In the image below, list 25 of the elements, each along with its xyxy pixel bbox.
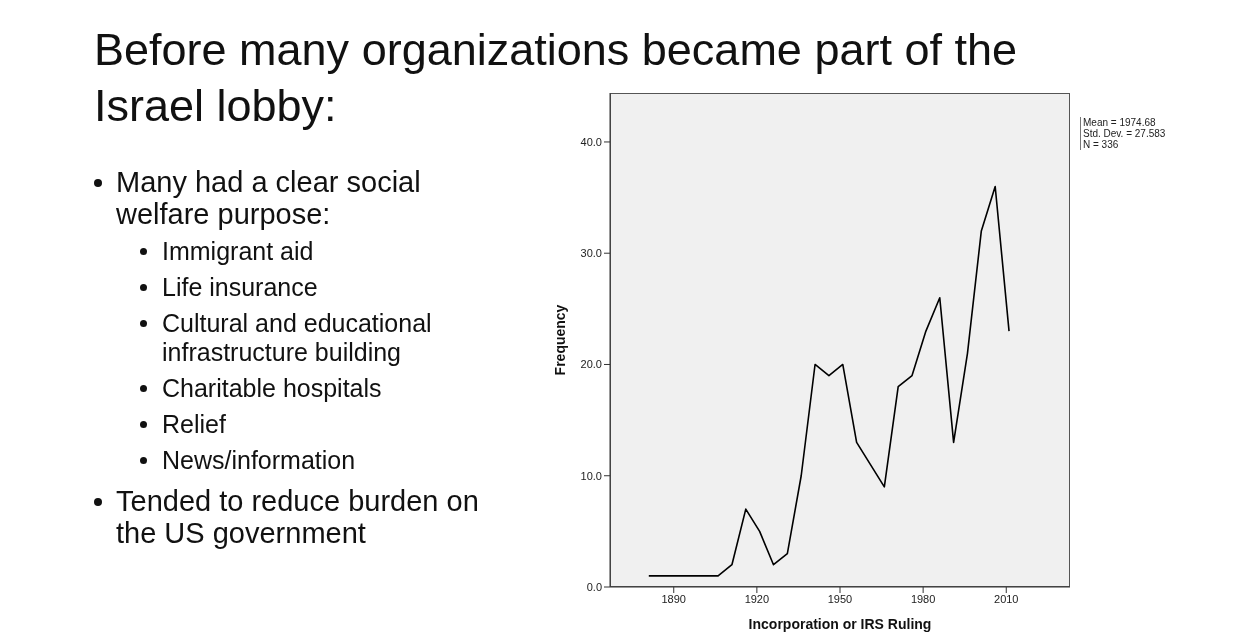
- x-axis-title: Incorporation or IRS Ruling: [748, 616, 932, 632]
- x-tick-label: 2010: [994, 592, 1019, 605]
- text: Relief: [162, 410, 226, 439]
- text: Many had a clear social welfare purpose:: [116, 166, 422, 230]
- x-tick-label: 1890: [661, 592, 686, 605]
- x-tick-label: 1920: [744, 592, 770, 605]
- text: Life insurance: [162, 273, 318, 302]
- text: N = 336: [1083, 139, 1120, 150]
- x-tick-label: 1950: [827, 592, 853, 605]
- text: Charitable hospitals: [162, 374, 382, 403]
- text: Immigrant aid: [162, 237, 314, 266]
- y-axis-title: Frequency: [551, 304, 568, 376]
- y-tick-label: 40.0: [580, 135, 602, 148]
- text: News/information: [162, 446, 356, 475]
- text: Mean = 1974.68: [1083, 117, 1157, 128]
- x-tick-label: 1980: [910, 592, 936, 605]
- text: Std. Dev. = 27.583: [1083, 128, 1166, 139]
- y-tick-label: 20.0: [580, 358, 602, 371]
- line-series: [647, 185, 1010, 577]
- chart-title: Before many organizations became part of the Israel lobby:: [94, 24, 1018, 131]
- text: Tended to reduce burden on the US government: [116, 485, 480, 549]
- y-tick-label: 30.0: [580, 247, 602, 260]
- y-tick-label: 0.0: [586, 580, 602, 593]
- text: Cultural and educational infrastructure building: [162, 309, 433, 367]
- y-tick-label: 10.0: [580, 469, 602, 482]
